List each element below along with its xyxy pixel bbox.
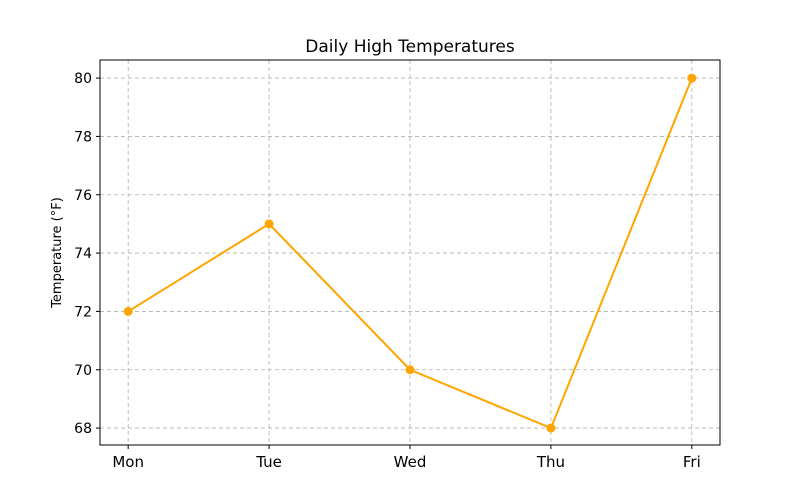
data-point-fri — [687, 73, 697, 83]
x-axis: Mon Tue Wed Thu Fri — [112, 445, 701, 471]
y-tick-label: 72 — [74, 304, 92, 320]
data-point-tue — [264, 219, 274, 229]
y-tick-label: 80 — [74, 71, 92, 87]
y-axis: 68 70 72 74 76 78 80 — [74, 71, 100, 437]
x-tick-label: Wed — [394, 453, 427, 471]
y-tick-label: 76 — [74, 188, 92, 204]
y-tick-label: 78 — [74, 129, 92, 145]
y-tick-label: 74 — [74, 246, 92, 262]
x-tick-label: Tue — [255, 453, 282, 471]
y-tick-label: 70 — [74, 363, 92, 379]
chart-title: Daily High Temperatures — [305, 37, 515, 57]
data-point-thu — [546, 423, 556, 433]
x-tick-label: Mon — [112, 453, 144, 471]
data-point-mon — [123, 306, 133, 316]
y-axis-label: Temperature (°F) — [50, 197, 65, 309]
y-tick-label: 68 — [74, 421, 92, 437]
series-layer — [123, 73, 697, 433]
data-point-wed — [405, 365, 415, 375]
x-tick-label: Fri — [683, 453, 701, 471]
x-tick-label: Thu — [536, 453, 565, 471]
